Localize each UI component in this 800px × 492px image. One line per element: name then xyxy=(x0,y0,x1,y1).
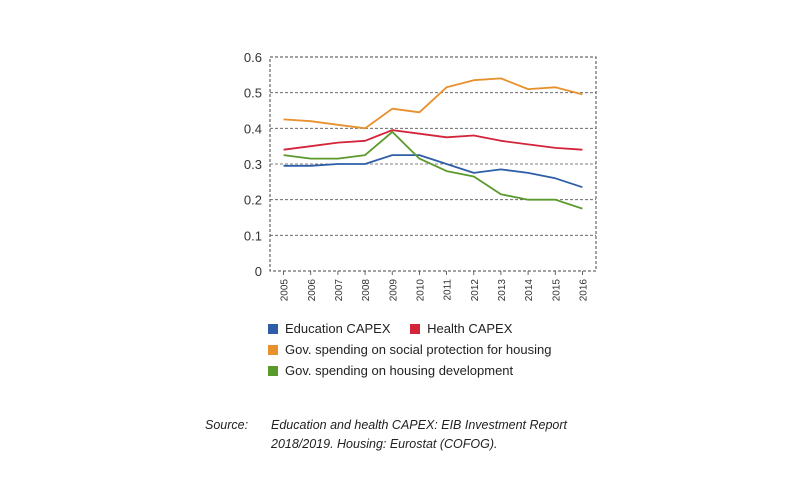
x-tick-label: 2005 xyxy=(280,279,291,302)
y-axis: 0 0.1 0.2 0.3 0.4 0.5 0.6 xyxy=(244,50,262,279)
legend-row-1: Education CAPEX Health CAPEX xyxy=(268,318,567,339)
x-tick-label: 2008 xyxy=(361,279,372,302)
series-lines xyxy=(283,77,583,210)
x-tick-label: 2007 xyxy=(334,279,345,302)
legend-label-education: Education CAPEX xyxy=(285,321,391,336)
source-text: Education and health CAPEX: EIB Investme… xyxy=(271,416,631,454)
y-tick-label: 0.4 xyxy=(244,121,262,136)
legend-label-health: Health CAPEX xyxy=(427,321,513,336)
x-tick-label: 2016 xyxy=(578,279,589,302)
x-tick-label: 2011 xyxy=(443,279,454,301)
x-tick-label: 2009 xyxy=(388,279,399,302)
series-line-gov-spending-on-social-protection-for-housing xyxy=(283,77,583,130)
x-tick-label: 2015 xyxy=(551,279,562,302)
legend-swatch-social-housing xyxy=(268,344,278,355)
legend-item-health-capex: Health CAPEX xyxy=(410,318,512,339)
series-line-education-capex xyxy=(283,154,583,189)
legend: Education CAPEX Health CAPEX Gov. spendi… xyxy=(268,318,567,381)
x-tick-label: 2006 xyxy=(307,279,318,302)
legend-label-housing-development: Gov. spending on housing development xyxy=(285,363,514,378)
legend-row-3: Gov. spending on housing development xyxy=(268,360,567,381)
source-line-2: 2018/2019. Housing: Eurostat (COFOG). xyxy=(271,437,498,451)
plot-area-frame xyxy=(269,56,597,272)
legend-item-education-capex: Education CAPEX xyxy=(268,318,391,339)
x-axis: 2005 2006 2007 2008 2009 2010 2011 2012 2013 2014… xyxy=(280,271,589,302)
legend-label-social-housing: Gov. spending on social protection for h… xyxy=(285,342,552,357)
y-tick-label: 0.3 xyxy=(244,157,262,172)
legend-swatch-education xyxy=(268,323,278,334)
y-tick-label: 0.2 xyxy=(244,193,262,208)
y-tick-label: 0.1 xyxy=(244,228,262,243)
series-line-gov-spending-on-housing-development xyxy=(283,130,583,210)
source-line-1: Education and health CAPEX: EIB Investme… xyxy=(271,418,568,432)
series-line-health-capex xyxy=(283,129,583,151)
legend-swatch-housing-development xyxy=(268,365,278,376)
x-tick-label: 2014 xyxy=(524,279,535,302)
legend-item-housing-development: Gov. spending on housing development xyxy=(268,360,513,381)
y-tick-label: 0.5 xyxy=(244,86,262,101)
y-tick-label: 0 xyxy=(255,264,262,279)
legend-row-2: Gov. spending on social protection for h… xyxy=(268,339,567,360)
legend-swatch-health xyxy=(410,323,421,334)
legend-item-social-housing: Gov. spending on social protection for h… xyxy=(268,339,551,360)
x-tick-label: 2012 xyxy=(470,279,481,302)
source-label: Source: xyxy=(205,418,249,432)
y-tick-label: 0.6 xyxy=(244,50,262,65)
x-tick-label: 2013 xyxy=(497,279,508,302)
x-tick-label: 2010 xyxy=(415,279,426,302)
